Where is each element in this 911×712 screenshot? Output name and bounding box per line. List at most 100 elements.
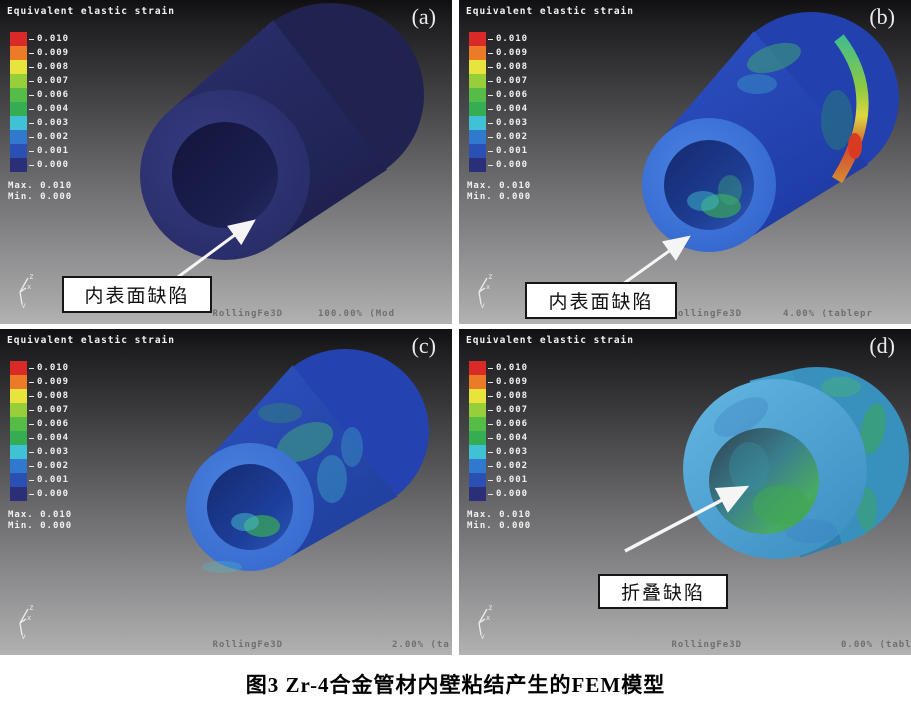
legend-tick xyxy=(29,367,34,369)
svg-text:y: y xyxy=(21,301,26,308)
legend-entry: 0.008 xyxy=(469,60,528,74)
legend-value: 0.010 xyxy=(496,34,529,44)
legend-tick xyxy=(488,479,493,481)
legend-tick xyxy=(29,493,34,495)
legend-tick xyxy=(29,150,34,152)
legend-color-swatch xyxy=(10,459,27,473)
legend-value: 0.009 xyxy=(496,377,529,387)
legend-tick xyxy=(488,423,493,425)
legend-color-swatch xyxy=(469,361,486,375)
legend-entry: 0.003 xyxy=(10,445,69,459)
legend-max-label: Max. xyxy=(8,510,34,520)
legend-value: 0.000 xyxy=(496,489,529,499)
legend-tick xyxy=(29,409,34,411)
legend-max-value: 0.010 xyxy=(499,510,532,520)
legend-tick xyxy=(488,367,493,369)
legend-value: 0.003 xyxy=(496,447,529,457)
legend-max-label: Max. xyxy=(467,510,493,520)
legend-tick xyxy=(29,80,34,82)
legend-value: 0.008 xyxy=(496,62,529,72)
caption-row: 图3 Zr-4合金管材内壁粘结产生的FEM模型 xyxy=(0,655,911,712)
fem-model-view-a xyxy=(140,3,424,279)
callout-box-inner-surface-defect: 内表面缺陷 xyxy=(525,282,677,319)
figure-caption: 图3 Zr-4合金管材内壁粘结产生的FEM模型 xyxy=(245,672,666,697)
legend-tick xyxy=(488,381,493,383)
legend-entry: 0.000 xyxy=(10,158,69,172)
svg-text:x: x xyxy=(27,283,31,291)
svg-text:y: y xyxy=(21,632,26,639)
fem-model-view-d xyxy=(624,367,909,559)
legend-value: 0.007 xyxy=(496,405,529,415)
legend-entry: 0.006 xyxy=(10,417,69,431)
legend-title: Equivalent elastic strain xyxy=(7,6,175,17)
svg-text:z: z xyxy=(29,603,34,612)
legend-color-swatch xyxy=(10,375,27,389)
legend-tick xyxy=(488,493,493,495)
legend-color-swatch xyxy=(469,32,486,46)
legend-title: Equivalent elastic strain xyxy=(7,335,175,346)
legend-color-swatch xyxy=(469,459,486,473)
legend-color-swatch xyxy=(469,116,486,130)
legend-value: 0.010 xyxy=(496,363,529,373)
legend-min-value: 0.000 xyxy=(499,521,532,531)
legend-tick xyxy=(488,38,493,40)
legend-color-swatch xyxy=(469,403,486,417)
svg-text:y: y xyxy=(480,301,485,308)
legend-color-scale: 0.010 0.009 0.008 0.007 0.006 0.004 0.003 0.002… xyxy=(469,361,528,501)
software-name: RollingFe3D xyxy=(212,309,284,319)
legend-entry: 0.009 xyxy=(10,375,69,389)
legend-entry: 0.010 xyxy=(469,32,528,46)
legend-max-label: Max. xyxy=(467,181,493,191)
legend-tick xyxy=(488,66,493,68)
legend-tick xyxy=(488,395,493,397)
legend-entry: 0.007 xyxy=(10,74,69,88)
legend-value: 0.004 xyxy=(496,104,529,114)
legend-color-swatch xyxy=(469,158,486,172)
svg-text:z: z xyxy=(488,272,493,281)
legend-color-swatch xyxy=(10,389,27,403)
legend-value: 0.004 xyxy=(37,433,70,443)
legend-value: 0.002 xyxy=(37,461,70,471)
legend-color-scale: 0.010 0.009 0.008 0.007 0.006 0.004 0.003 0.002… xyxy=(469,32,528,172)
legend-value: 0.007 xyxy=(37,405,70,415)
legend-color-swatch xyxy=(469,473,486,487)
callout-arrow-d xyxy=(624,485,750,553)
axis-triad-icon: z x y xyxy=(19,603,34,639)
legend-max-value: 0.010 xyxy=(40,510,73,520)
legend-value: 0.009 xyxy=(37,377,70,387)
progress-readout: 2.00% (ta xyxy=(392,640,450,650)
legend-entry: 0.006 xyxy=(10,88,69,102)
legend-color-swatch xyxy=(469,74,486,88)
legend-tick xyxy=(488,108,493,110)
legend-tick xyxy=(29,108,34,110)
svg-text:z: z xyxy=(488,603,493,612)
legend-value: 0.006 xyxy=(496,419,529,429)
legend-min-label: Min. xyxy=(467,521,493,531)
legend-title: Equivalent elastic strain xyxy=(466,335,634,346)
progress-readout: 0.00% (tabl xyxy=(841,640,911,650)
legend-color-swatch xyxy=(10,158,27,172)
legend-color-swatch xyxy=(10,473,27,487)
legend-color-swatch xyxy=(10,60,27,74)
legend-color-swatch xyxy=(469,389,486,403)
legend-value: 0.006 xyxy=(37,419,70,429)
legend-value: 0.001 xyxy=(496,475,529,485)
legend-tick xyxy=(29,423,34,425)
legend-min-value: 0.000 xyxy=(40,192,73,202)
legend-value: 0.006 xyxy=(496,90,529,100)
legend-color-swatch xyxy=(10,32,27,46)
legend-color-swatch xyxy=(469,130,486,144)
software-name: RollingFe3D xyxy=(671,640,743,650)
legend-entry: 0.004 xyxy=(469,431,528,445)
legend-tick xyxy=(488,136,493,138)
legend-color-swatch xyxy=(469,60,486,74)
legend-tick xyxy=(488,122,493,124)
legend-entry: 0.009 xyxy=(469,46,528,60)
legend-value: 0.003 xyxy=(37,118,70,128)
legend-value: 0.007 xyxy=(496,76,529,86)
legend-entry: 0.006 xyxy=(469,417,528,431)
legend-color-swatch xyxy=(10,144,27,158)
software-name: RollingFe3D xyxy=(212,640,284,650)
legend-color-swatch xyxy=(10,403,27,417)
